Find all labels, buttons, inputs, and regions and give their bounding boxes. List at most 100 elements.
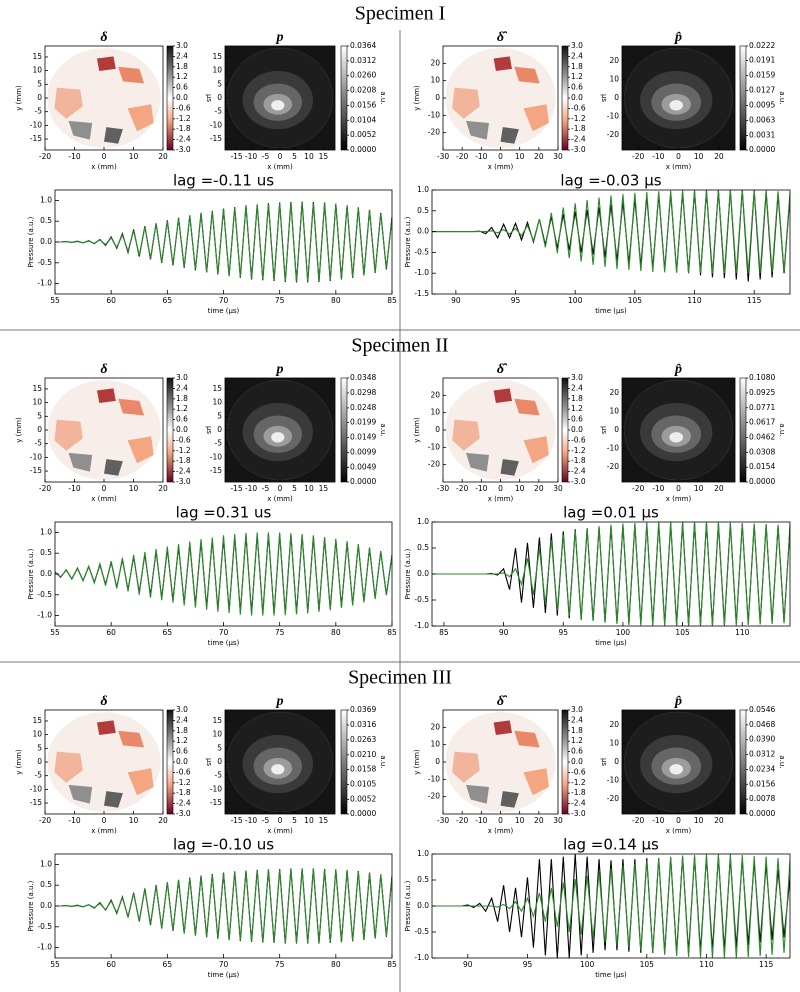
colorbar-tick-label: 0.0468 — [749, 720, 775, 729]
y-tick-label: 10 — [212, 66, 222, 75]
x-tick-label: -30 — [437, 484, 449, 493]
x-tick-label: 0 — [278, 816, 283, 825]
colorbar-tick-label: -1.2 — [176, 114, 191, 123]
colorbar-tick-label: -3.0 — [571, 809, 586, 818]
y-tick-label: 10 — [609, 406, 619, 415]
x-axis-label: x (mm) — [666, 827, 692, 835]
y-tick-label: 1.0 — [40, 195, 52, 204]
y-tick-label: -1.0 — [414, 953, 429, 962]
colorbar-tick-label: -1.8 — [176, 124, 191, 133]
x-tick-label: 75 — [275, 960, 285, 969]
x-tick-label: -10 — [652, 816, 664, 825]
x-tick-label: 110 — [699, 960, 714, 969]
y-tick-label: -20 — [607, 130, 619, 139]
colorbar-tick-label: 3.0 — [176, 373, 188, 382]
x-axis-label: x (mm) — [91, 827, 117, 835]
y-tick-label: 0.5 — [417, 206, 429, 215]
map-title: δ̂ — [497, 362, 508, 377]
colorbar-tick-label: 0.0316 — [350, 720, 376, 729]
y-tick-label: 1.0 — [40, 859, 52, 868]
x-axis-label: time (μs) — [595, 307, 627, 315]
colorbar-tick-label: 2.4 — [571, 715, 583, 724]
x-tick-label: 60 — [106, 960, 116, 969]
colorbar-tick-label: 0.6 — [176, 747, 188, 756]
x-axis-label: x (mm) — [267, 827, 293, 835]
colorbar-tick-label: -1.8 — [571, 124, 586, 133]
colorbar-tick-label: 0.0191 — [749, 56, 775, 65]
heatmap-image — [622, 710, 735, 814]
x-tick-label: 55 — [50, 960, 60, 969]
y-tick-label: 0 — [37, 757, 42, 766]
y-tick-label: 0.5 — [417, 543, 429, 552]
y-tick-label: -1.5 — [414, 289, 429, 298]
y-tick-label: -15 — [30, 134, 42, 143]
colorbar-tick-label: 0.0156 — [350, 100, 376, 109]
colorbar-label: μs — [600, 758, 608, 766]
colorbar-tick-label: -1.8 — [571, 788, 586, 797]
x-tick-label: 20 — [158, 152, 168, 161]
colorbar-tick-label: 0.0149 — [350, 432, 376, 441]
x-tick-label: 10 — [304, 152, 314, 161]
x-axis-label: x (mm) — [91, 163, 117, 171]
y-tick-label: 10 — [609, 738, 619, 747]
x-tick-label: -5 — [262, 816, 270, 825]
y-tick-label: -10 — [607, 444, 619, 453]
colorbar-tick-label: 0.0771 — [749, 403, 775, 412]
colorbar-tick-label: 0.0312 — [350, 56, 376, 65]
colorbar-tick-label: 1.2 — [176, 736, 188, 745]
x-tick-label: -20 — [39, 484, 51, 493]
colorbar-tick-label: 1.8 — [571, 394, 583, 403]
x-tick-label: 10 — [694, 816, 704, 825]
y-tick-label: -15 — [30, 798, 42, 807]
colorbar-tick-label: 0.0 — [571, 757, 583, 766]
y-tick-label: -10 — [210, 784, 222, 793]
x-tick-label: -5 — [262, 484, 270, 493]
map-title: δ — [100, 362, 107, 377]
colorbar-label: a.u. — [778, 423, 786, 436]
x-tick-label: 90 — [499, 628, 509, 637]
x-axis-label: time (μs) — [595, 971, 627, 979]
x-tick-label: 10 — [129, 152, 139, 161]
x-tick-label: -10 — [475, 152, 487, 161]
x-tick-label: 110 — [735, 628, 750, 637]
waveform — [432, 190, 790, 274]
colorbar-label: a.u. — [379, 91, 387, 104]
y-axis-label: Pressure (a.u.) — [404, 216, 412, 267]
x-tick-label: 110 — [687, 296, 702, 305]
y-tick-label: -0.5 — [37, 590, 52, 599]
x-tick-label: 100 — [568, 296, 583, 305]
x-tick-label: -10 — [245, 152, 257, 161]
plot-title: lag =0.01 μs — [563, 504, 659, 522]
x-tick-label: 90 — [451, 296, 461, 305]
colorbar-tick-label: 0.0298 — [350, 388, 376, 397]
x-tick-label: -10 — [68, 152, 80, 161]
x-tick-label: 0 — [102, 484, 107, 493]
heatmap-image — [445, 712, 556, 812]
x-tick-label: -10 — [475, 484, 487, 493]
y-axis-label: y (mm) — [413, 85, 421, 111]
heatmap-image — [445, 380, 556, 480]
x-tick-label: 85 — [439, 628, 449, 637]
y-axis-label: Pressure (a.u.) — [27, 548, 35, 599]
colorbar-tick-label: 1.2 — [176, 72, 188, 81]
x-tick-label: 5 — [292, 484, 297, 493]
y-axis-label: y (mm) — [413, 417, 421, 443]
x-tick-label: 85 — [387, 296, 397, 305]
colorbar-tick-label: 1.8 — [571, 62, 583, 71]
y-tick-label: 0.5 — [40, 548, 52, 557]
y-tick-label: 0.0 — [417, 569, 429, 578]
y-tick-label: -10 — [30, 784, 42, 793]
x-tick-label: 10 — [515, 816, 525, 825]
colorbar-tick-label: 0.0210 — [350, 750, 376, 759]
map-title: p̂ — [674, 362, 682, 377]
y-tick-label: -0.5 — [37, 258, 52, 267]
x-tick-label: 20 — [714, 816, 724, 825]
colorbar-tick-label: 0.0063 — [749, 115, 775, 124]
colorbar-tick-label: 0.0052 — [350, 794, 376, 803]
heatmap-image — [445, 48, 556, 148]
x-tick-label: 0 — [676, 152, 681, 161]
heatmap-image — [225, 710, 335, 814]
colorbar-tick-label: -1.8 — [176, 788, 191, 797]
y-tick-label: 20 — [609, 720, 619, 729]
